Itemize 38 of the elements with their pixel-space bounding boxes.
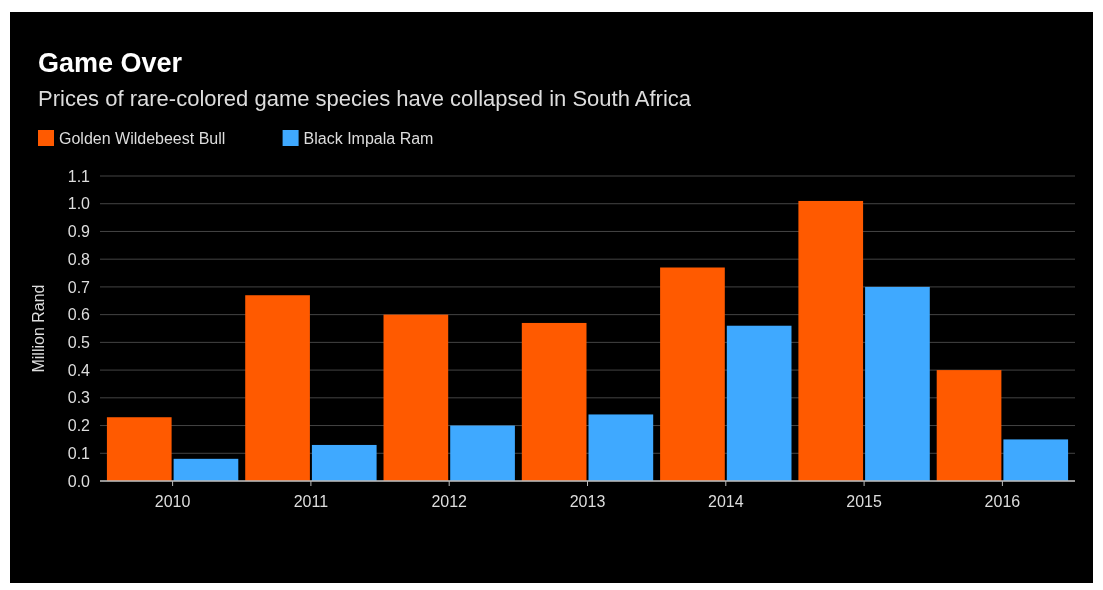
x-tick-label: 2013 (569, 493, 606, 510)
x-tick-label: 2015 (846, 493, 882, 510)
x-tick-label: 2016 (984, 493, 1021, 510)
y-tick-label: 0.3 (67, 389, 91, 407)
y-tick-label: 0.4 (67, 361, 91, 379)
bar (450, 425, 515, 481)
y-tick-label: 0.7 (67, 278, 91, 296)
legend-label: Golden Wildebeest Bull (59, 130, 226, 147)
bar (383, 314, 449, 481)
x-tick-label: 2014 (708, 493, 744, 510)
y-tick-label: 0.9 (67, 223, 91, 241)
bar (173, 458, 239, 481)
y-tick-label: 0.0 (67, 472, 91, 490)
y-tick-label: 0.6 (67, 306, 91, 324)
legend-label: Black Impala Ram (303, 130, 434, 147)
y-tick-label: 0.1 (67, 444, 91, 462)
bar (798, 200, 864, 481)
bar (245, 295, 310, 481)
bar (521, 322, 587, 481)
x-tick-label: 2011 (293, 493, 329, 510)
y-axis-title: Million Rand (30, 284, 47, 373)
bar (865, 286, 930, 481)
bar (311, 444, 377, 481)
x-tick-label: 2010 (154, 493, 191, 510)
chart-title: Game Over (38, 48, 183, 78)
x-tick-label: 2012 (431, 493, 468, 510)
bar (726, 325, 792, 481)
y-tick-label: 0.8 (67, 250, 91, 268)
y-tick-label: 0.2 (67, 417, 91, 435)
bar (936, 370, 1002, 481)
bar (588, 414, 654, 481)
bar (106, 417, 172, 481)
bar (1003, 439, 1069, 481)
y-tick-label: 1.1 (67, 167, 91, 185)
y-tick-label: 1.0 (67, 195, 91, 213)
chart-subtitle: Prices of rare-colored game species have collapsed in South Africa (38, 86, 692, 111)
y-tick-label: 0.5 (67, 333, 91, 351)
bar (660, 267, 725, 481)
